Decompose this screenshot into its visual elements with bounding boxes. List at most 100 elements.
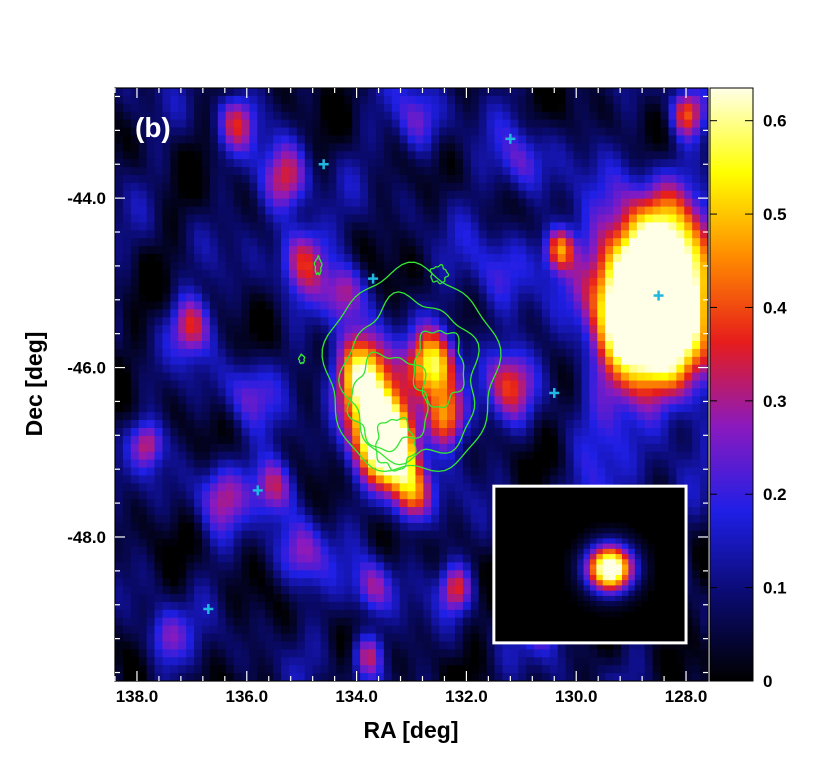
- heatmap-cell: [541, 348, 551, 358]
- heatmap-cell: [494, 309, 504, 318]
- heatmap-cell: [407, 396, 417, 405]
- heatmap-cell: [518, 467, 527, 477]
- heatmap-cell: [122, 143, 132, 152]
- heatmap-cell: [233, 143, 243, 152]
- heatmap-cell: [454, 578, 464, 587]
- heatmap-cell: [660, 325, 670, 334]
- heatmap-cell: [613, 467, 622, 477]
- heatmap-cell: [265, 467, 274, 477]
- heatmap-cell: [249, 95, 258, 105]
- heatmap-cell: [502, 380, 511, 390]
- heatmap-cell: [431, 546, 440, 556]
- heatmap-cell: [605, 364, 614, 374]
- heatmap-cell: [415, 601, 424, 611]
- heatmap-cell: [312, 285, 322, 295]
- heatmap-cell: [162, 269, 171, 279]
- heatmap-cell: [692, 530, 701, 540]
- heatmap-cell: [178, 301, 187, 310]
- heatmap-cell: [162, 601, 171, 611]
- heatmap-cell: [115, 254, 124, 263]
- heatmap-cell: [336, 578, 345, 587]
- heatmap-cell: [186, 530, 195, 540]
- heatmap-cell: [115, 341, 124, 350]
- heatmap-cell: [320, 206, 330, 216]
- heatmap-cell: [565, 317, 575, 326]
- heatmap-cell: [605, 206, 614, 216]
- heatmap-cell: [502, 364, 511, 374]
- heatmap-cell: [447, 601, 456, 611]
- heatmap-cell: [130, 206, 140, 216]
- heatmap-cell: [526, 317, 535, 326]
- heatmap-cell: [510, 459, 519, 469]
- heatmap-cell: [115, 301, 124, 310]
- heatmap-cell: [486, 269, 496, 279]
- heatmap-cell: [557, 301, 567, 310]
- heatmap-cell: [692, 467, 701, 477]
- heatmap-cell: [383, 230, 393, 239]
- heatmap-cell: [684, 467, 693, 477]
- heatmap-cell: [549, 301, 559, 310]
- heatmap-cell: [636, 285, 646, 295]
- heatmap-cell: [613, 95, 622, 105]
- heatmap-cell: [486, 522, 496, 532]
- heatmap-cell: [439, 111, 448, 121]
- heatmap-cell: [541, 167, 551, 176]
- heatmap-cell: [447, 364, 456, 374]
- heatmap-cell: [178, 143, 187, 152]
- heatmap-cell: [391, 269, 401, 279]
- heatmap-cell: [122, 269, 132, 279]
- heatmap-cell: [486, 578, 496, 587]
- heatmap-cell: [454, 546, 464, 556]
- heatmap-cell: [628, 420, 638, 429]
- heatmap-cell: [281, 214, 290, 224]
- heatmap-cell: [502, 467, 511, 477]
- heatmap-cell: [557, 309, 567, 318]
- heatmap-cell: [526, 111, 535, 121]
- heatmap-cell: [652, 435, 662, 445]
- heatmap-cell: [296, 348, 306, 358]
- heatmap-cell: [146, 372, 156, 382]
- heatmap-cell: [170, 475, 179, 484]
- heatmap-cell: [652, 356, 662, 366]
- heatmap-cell: [186, 341, 195, 350]
- heatmap-cell: [383, 554, 393, 563]
- heatmap-cell: [296, 309, 306, 318]
- heatmap-cell: [676, 230, 685, 239]
- heatmap-cell: [534, 293, 543, 303]
- heatmap-cell: [201, 254, 211, 263]
- heatmap-cell: [573, 356, 583, 366]
- heatmap-cell: [122, 348, 132, 358]
- heatmap-cell: [447, 198, 456, 208]
- heatmap-cell: [447, 562, 456, 571]
- heatmap-cell: [265, 538, 274, 548]
- heatmap-cell: [178, 293, 187, 303]
- heatmap-cell: [209, 309, 219, 318]
- heatmap-cell: [296, 261, 306, 271]
- heatmap-cell: [352, 254, 361, 263]
- heatmap-cell: [439, 333, 448, 342]
- heatmap-cell: [368, 578, 377, 587]
- heatmap-cell: [478, 341, 488, 350]
- heatmap-cell: [613, 246, 622, 255]
- heatmap-cell: [557, 356, 567, 366]
- heatmap-cell: [423, 475, 432, 484]
- heatmap-cell: [225, 214, 235, 224]
- heatmap-cell: [494, 356, 504, 366]
- heatmap-cell: [589, 475, 598, 484]
- heatmap-cell: [644, 341, 654, 350]
- heatmap-cell: [241, 356, 251, 366]
- heatmap-cell: [454, 135, 464, 144]
- heatmap-cell: [502, 143, 511, 152]
- heatmap-cell: [194, 412, 203, 421]
- heatmap-cell: [613, 388, 622, 397]
- heatmap-cell: [439, 586, 448, 595]
- heatmap-cell: [344, 380, 353, 390]
- heatmap-cell: [700, 388, 708, 397]
- heatmap-cell: [549, 404, 559, 413]
- heatmap-cell: [288, 554, 298, 563]
- heatmap-cell: [194, 427, 203, 437]
- heatmap-cell: [478, 103, 488, 113]
- heatmap-cell: [194, 301, 203, 310]
- heatmap-cell: [391, 325, 401, 334]
- heatmap-cell: [194, 277, 203, 287]
